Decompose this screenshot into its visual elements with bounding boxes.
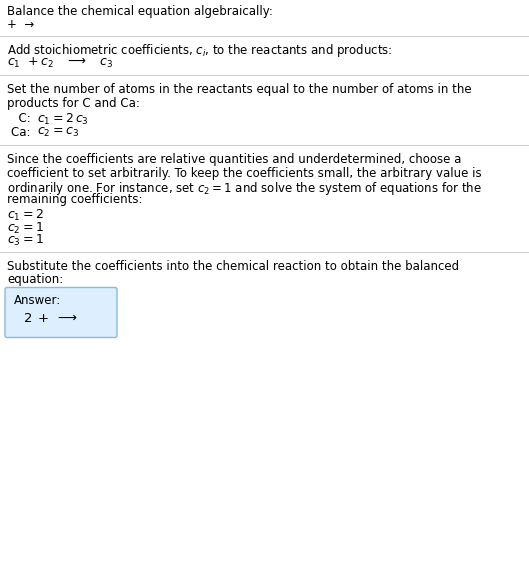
Text: $c_1$  $+\,c_2$   $\longrightarrow$   $c_3$: $c_1$ $+\,c_2$ $\longrightarrow$ $c_3$ (7, 56, 113, 70)
Text: $c_3 = 1$: $c_3 = 1$ (7, 233, 44, 248)
Text: Add stoichiometric coefficients, $c_i$, to the reactants and products:: Add stoichiometric coefficients, $c_i$, … (7, 42, 393, 59)
Text: Since the coefficients are relative quantities and underdetermined, choose a: Since the coefficients are relative quan… (7, 153, 461, 166)
Text: Set the number of atoms in the reactants equal to the number of atoms in the: Set the number of atoms in the reactants… (7, 83, 472, 96)
Text: Answer:: Answer: (14, 294, 61, 307)
Text: $c_2 = c_3$: $c_2 = c_3$ (37, 126, 79, 138)
Text: C:: C: (11, 112, 34, 125)
Text: ordinarily one. For instance, set $c_2 = 1$ and solve the system of equations fo: ordinarily one. For instance, set $c_2 =… (7, 180, 482, 197)
Text: Substitute the coefficients into the chemical reaction to obtain the balanced: Substitute the coefficients into the che… (7, 260, 459, 272)
Text: $c_2 = 1$: $c_2 = 1$ (7, 221, 44, 235)
Text: remaining coefficients:: remaining coefficients: (7, 194, 142, 207)
Text: products for C and Ca:: products for C and Ca: (7, 96, 140, 109)
Text: +  →: + → (7, 19, 34, 32)
Text: $2\;+\;\longrightarrow$: $2\;+\;\longrightarrow$ (23, 311, 78, 324)
Text: $c_1 = 2\,c_3$: $c_1 = 2\,c_3$ (37, 112, 89, 127)
Text: Ca:: Ca: (11, 126, 34, 138)
Text: equation:: equation: (7, 273, 63, 286)
Text: Balance the chemical equation algebraically:: Balance the chemical equation algebraica… (7, 5, 273, 18)
Text: $c_1 = 2$: $c_1 = 2$ (7, 208, 44, 223)
Text: coefficient to set arbitrarily. To keep the coefficients small, the arbitrary va: coefficient to set arbitrarily. To keep … (7, 167, 481, 180)
FancyBboxPatch shape (5, 288, 117, 337)
